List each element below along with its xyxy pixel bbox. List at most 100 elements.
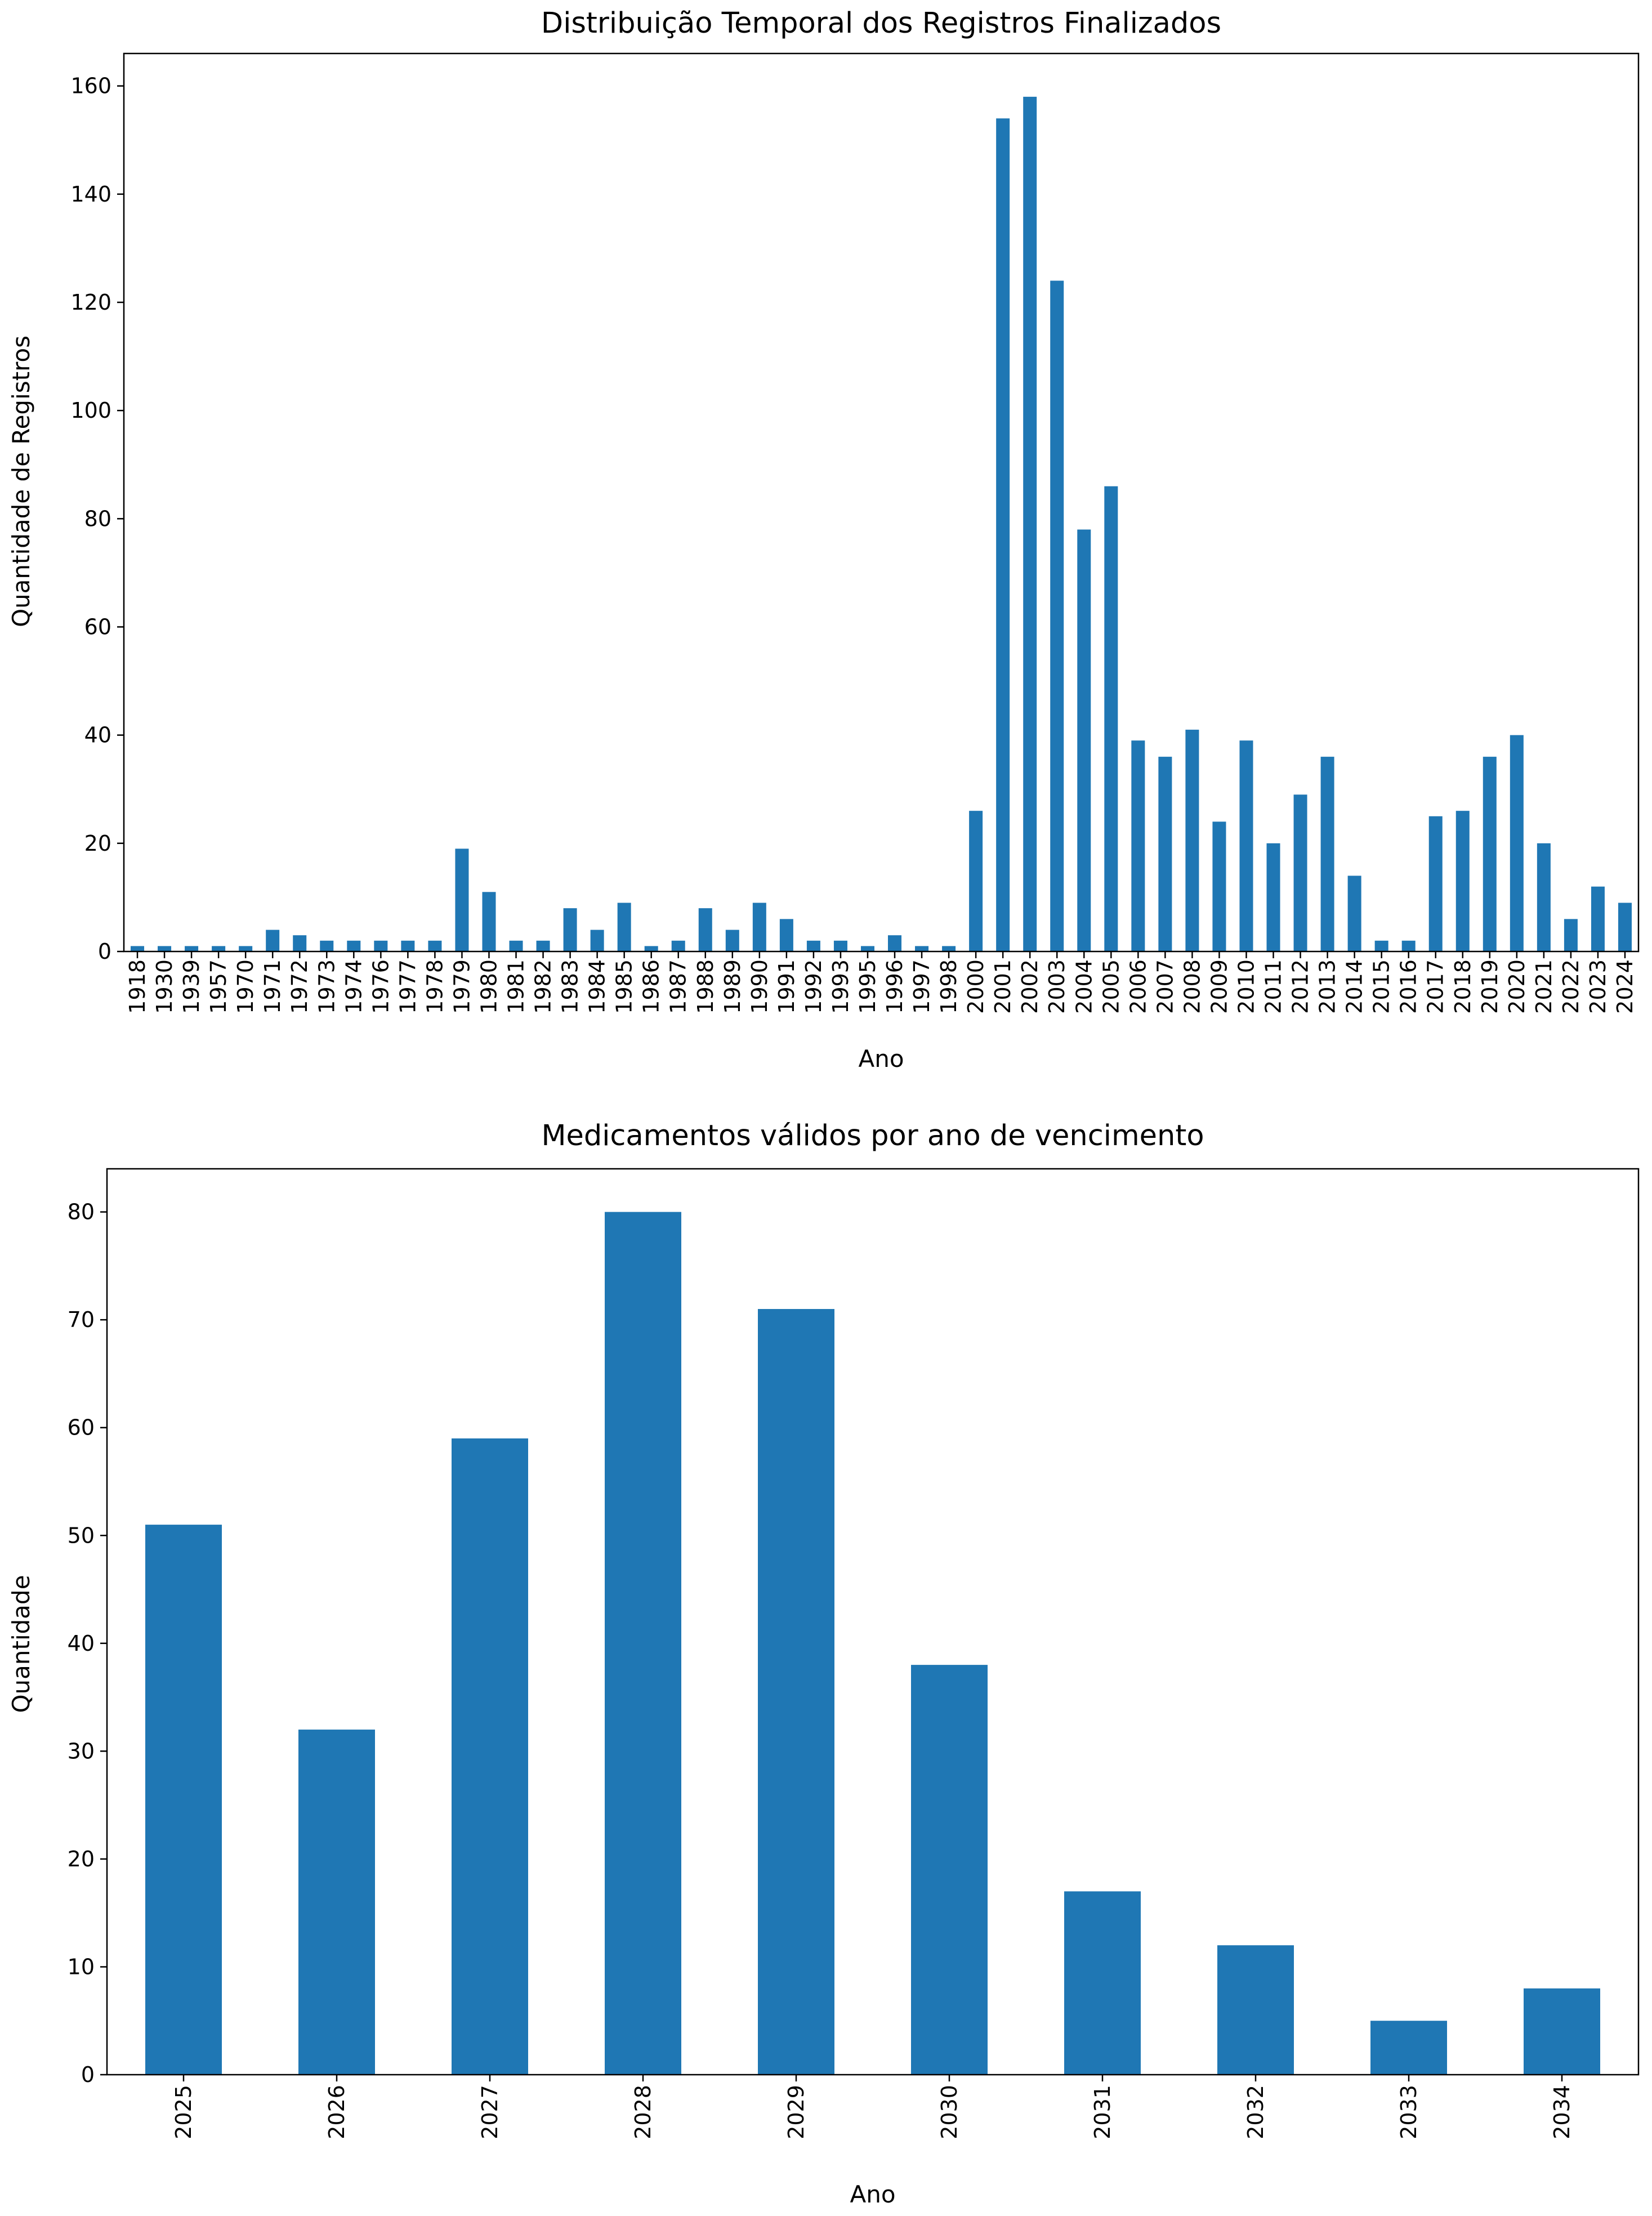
y-axis-ticks: 0 10 20 30 40 50 60 70 80 xyxy=(68,1200,107,2087)
bar-2021 xyxy=(1537,843,1551,951)
x-tick-label: 1982 xyxy=(531,959,556,1014)
bar-2029 xyxy=(758,1309,834,2075)
x-tick-label: 2023 xyxy=(1586,959,1610,1014)
bar-1983 xyxy=(563,908,577,951)
x-tick-label: 1990 xyxy=(747,959,772,1014)
bar-1984 xyxy=(590,930,604,951)
bar-2003 xyxy=(1050,280,1064,952)
bar-1930 xyxy=(158,946,172,951)
bar-2013 xyxy=(1320,757,1334,951)
bars xyxy=(131,96,1632,952)
bar-2034 xyxy=(1524,1988,1600,2075)
bar-2011 xyxy=(1266,843,1280,951)
y-tick-label: 60 xyxy=(68,1415,95,1440)
bars xyxy=(145,1212,1600,2075)
bar-1982 xyxy=(536,940,550,951)
x-tick-label: 1980 xyxy=(476,959,501,1014)
x-tick-label: 2012 xyxy=(1288,959,1313,1014)
y-tick-label: 10 xyxy=(68,1954,95,1979)
y-tick-label: 120 xyxy=(70,290,111,315)
x-tick-label: 1957 xyxy=(206,959,231,1014)
bar-1995 xyxy=(860,946,874,951)
x-tick-label: 2016 xyxy=(1396,959,1421,1014)
bar-2016 xyxy=(1401,940,1416,951)
x-tick-label: 2031 xyxy=(1090,2085,1115,2139)
bar-2010 xyxy=(1239,740,1253,951)
bar-2004 xyxy=(1077,529,1091,951)
bar-1997 xyxy=(915,946,929,951)
y-tick-label: 80 xyxy=(84,506,111,531)
bar-2020 xyxy=(1510,735,1524,951)
x-tick-label: 1988 xyxy=(693,959,718,1014)
x-tick-label: 2017 xyxy=(1423,959,1448,1014)
x-tick-label: 2029 xyxy=(784,2085,809,2139)
bar-2024 xyxy=(1618,903,1632,951)
y-axis-label: Quantidade de Registros xyxy=(7,336,35,627)
chart-title: Medicamentos válidos por ano de vencimen… xyxy=(541,1119,1204,1152)
x-tick-label: 2030 xyxy=(937,2085,962,2139)
x-tick-label: 1918 xyxy=(125,959,150,1014)
x-tick-label: 2032 xyxy=(1243,2085,1268,2139)
x-tick-label: 1991 xyxy=(774,959,799,1014)
x-tick-label: 1977 xyxy=(395,959,420,1014)
bar-1957 xyxy=(212,946,226,951)
bar-1986 xyxy=(644,946,658,951)
bar-2033 xyxy=(1370,2021,1447,2075)
y-tick-label: 0 xyxy=(81,2062,95,2087)
bar-1987 xyxy=(671,940,685,951)
bar-2005 xyxy=(1104,486,1118,951)
x-tick-label: 1972 xyxy=(287,959,312,1014)
x-tick-label: 2013 xyxy=(1315,959,1340,1014)
y-tick-label: 40 xyxy=(84,723,111,748)
x-tick-label: 1997 xyxy=(909,959,934,1014)
bar-2001 xyxy=(996,118,1010,951)
y-tick-label: 70 xyxy=(68,1307,95,1332)
x-tick-label: 1971 xyxy=(260,959,285,1014)
y-axis-ticks: 0 20 40 60 80 100 120 140 160 xyxy=(70,74,124,964)
bar-2022 xyxy=(1564,919,1578,951)
y-tick-label: 40 xyxy=(68,1631,95,1656)
x-tick-label: 1973 xyxy=(314,959,339,1014)
bar-1981 xyxy=(509,940,523,951)
x-tick-label: 1985 xyxy=(612,959,637,1014)
bar-1976 xyxy=(374,940,388,951)
x-tick-label: 2011 xyxy=(1261,959,1286,1014)
y-tick-label: 60 xyxy=(84,614,111,639)
x-tick-label: 2028 xyxy=(631,2085,655,2139)
y-axis-label: Quantidade xyxy=(7,1575,35,1713)
y-tick-label: 0 xyxy=(98,939,111,964)
bar-2032 xyxy=(1217,1945,1294,2075)
x-tick-label: 2019 xyxy=(1477,959,1502,1014)
bar-1996 xyxy=(888,935,902,951)
bar-2002 xyxy=(1023,96,1037,952)
bar-2023 xyxy=(1591,886,1605,951)
plot-frame xyxy=(123,52,1640,953)
x-tick-label: 2008 xyxy=(1180,959,1204,1014)
x-tick-label: 1992 xyxy=(801,959,826,1014)
x-axis-label: Ano xyxy=(858,1045,904,1073)
x-tick-label: 2024 xyxy=(1613,959,1637,1014)
bar-2031 xyxy=(1064,1891,1141,2075)
x-tick-label: 2018 xyxy=(1450,959,1475,1014)
x-tick-label: 2025 xyxy=(171,2085,196,2139)
x-tick-label: 2021 xyxy=(1532,959,1556,1014)
x-axis-ticks: 2025 2026 2027 2028 2029 2030 2031 2032 2033 2034 xyxy=(171,2075,1574,2139)
y-tick-label: 160 xyxy=(70,74,111,99)
bar-2019 xyxy=(1483,757,1497,951)
x-tick-label: 2034 xyxy=(1550,2085,1574,2139)
x-tick-label: 1930 xyxy=(152,959,177,1014)
y-tick-label: 50 xyxy=(68,1523,95,1548)
bar-1971 xyxy=(266,930,280,951)
x-tick-label: 1974 xyxy=(341,959,366,1014)
bar-2026 xyxy=(298,1730,375,2075)
bar-1989 xyxy=(725,930,739,951)
bar-1998 xyxy=(942,946,956,951)
x-tick-label: 2009 xyxy=(1207,959,1231,1014)
bar-2007 xyxy=(1158,757,1172,951)
x-tick-label: 2003 xyxy=(1044,959,1069,1014)
x-tick-label: 2002 xyxy=(1017,959,1042,1014)
x-tick-label: 2010 xyxy=(1234,959,1258,1014)
y-tick-label: 20 xyxy=(68,1847,95,1871)
